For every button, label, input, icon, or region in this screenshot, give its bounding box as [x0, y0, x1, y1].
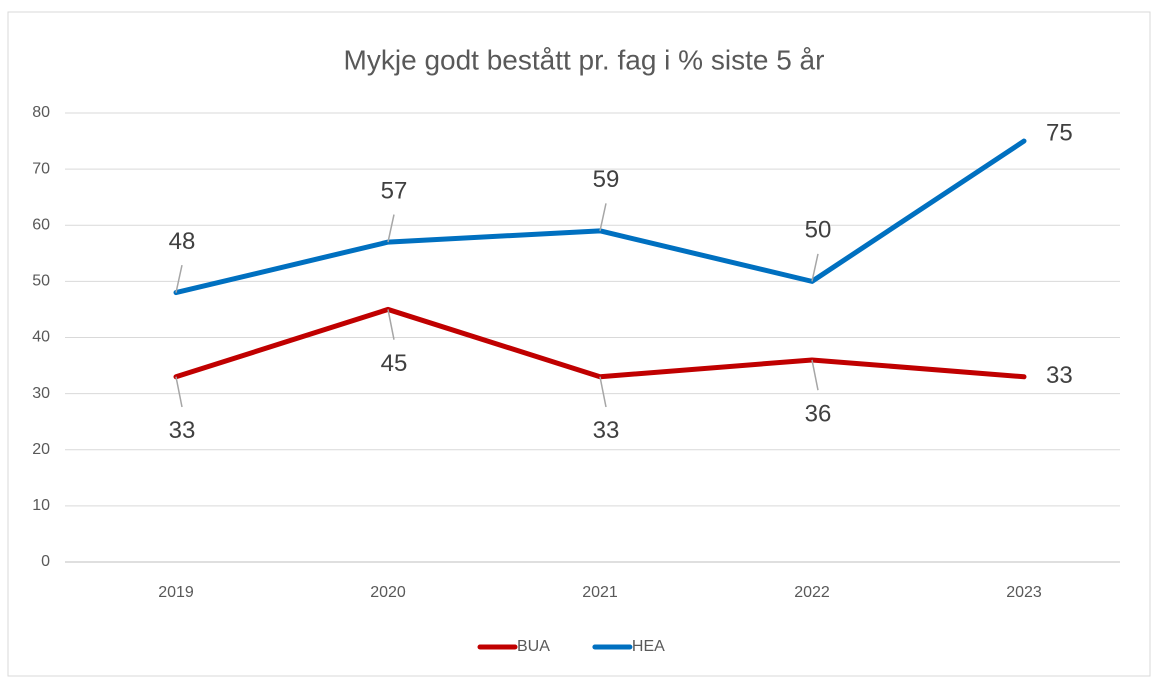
data-label: 33	[593, 417, 620, 444]
x-tick-label: 2022	[794, 584, 830, 601]
data-label: 36	[805, 400, 832, 427]
data-label: 59	[593, 166, 620, 193]
data-label: 50	[805, 217, 832, 244]
leader-line	[175, 376, 183, 408]
data-label: 57	[381, 177, 408, 204]
y-tick-label: 0	[41, 553, 50, 570]
chart-title: Mykje godt bestått pr. fag i % siste 5 å…	[344, 44, 825, 75]
data-label: 33	[1046, 362, 1073, 389]
leader-line	[175, 264, 183, 293]
y-tick-label: 50	[32, 273, 50, 290]
x-tick-label: 2020	[370, 584, 406, 601]
legend-label: HEA	[632, 638, 665, 655]
data-label: 33	[169, 417, 196, 444]
y-tick-label: 20	[32, 441, 50, 458]
y-tick-label: 70	[32, 160, 50, 177]
leader-line	[387, 214, 395, 243]
data-label: 45	[381, 350, 408, 377]
leader-line	[599, 203, 607, 232]
data-label: 48	[169, 228, 196, 255]
x-tick-label: 2021	[582, 584, 618, 601]
x-tick-label: 2019	[158, 584, 194, 601]
y-tick-label: 40	[32, 329, 50, 346]
data-label: 75	[1046, 119, 1073, 146]
x-tick-label: 2023	[1006, 584, 1042, 601]
legend-label: BUA	[517, 638, 550, 655]
y-tick-label: 60	[32, 216, 50, 233]
leader-line	[811, 253, 819, 282]
leader-line	[811, 359, 819, 391]
leader-line	[387, 309, 395, 340]
y-tick-label: 80	[32, 104, 50, 121]
y-tick-label: 30	[32, 385, 50, 402]
y-tick-label: 10	[32, 497, 50, 514]
leader-line	[599, 376, 607, 408]
chart-border	[7, 11, 1151, 677]
